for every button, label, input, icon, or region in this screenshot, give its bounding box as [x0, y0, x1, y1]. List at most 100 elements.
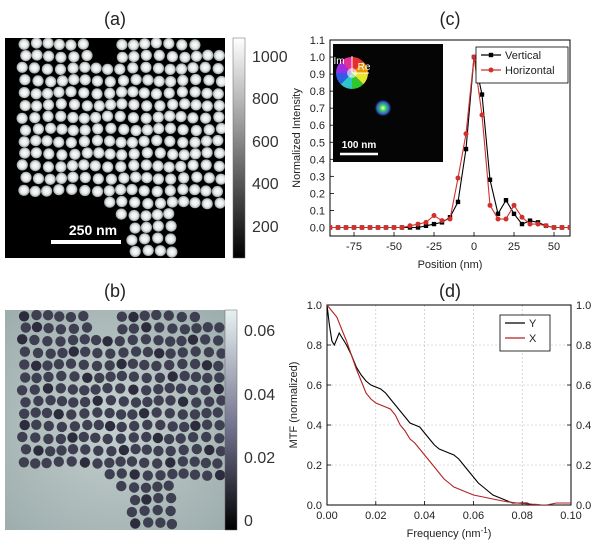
x-tick-label: -75: [346, 241, 362, 253]
nanoparticle: [177, 136, 189, 149]
nanoparticle: [41, 457, 52, 469]
nanoparticle: [151, 185, 163, 198]
panel-c-chart: -75 -50 -25 0 25 50 0.0 0.1 0.2 0.3 0.4 0.5 0.6 0.7 0.…: [291, 35, 571, 271]
color-wheel-icon: [336, 56, 369, 89]
nanoparticle: [93, 147, 105, 159]
nanoparticle: [30, 432, 41, 443]
nanoparticle: [151, 209, 163, 221]
nanoparticle: [164, 359, 175, 371]
nanoparticle: [78, 310, 89, 322]
nanoparticle: [213, 111, 225, 123]
nanoparticle: [91, 88, 103, 100]
x-axis-label-end: ): [488, 528, 492, 540]
nanoparticle: [166, 51, 178, 63]
nanoparticle: [153, 49, 165, 62]
nanoparticle: [214, 197, 225, 209]
nanoparticle: [175, 383, 187, 394]
nanoparticle: [214, 322, 225, 333]
nanoparticle: [116, 421, 127, 433]
colorbar-b-tick: 0.06: [244, 323, 275, 340]
nanoparticle: [53, 409, 64, 420]
y-right-tick-label: 1.0: [576, 300, 591, 312]
panel-a-colorbar: [232, 37, 246, 259]
nanoparticle: [178, 149, 190, 161]
nanoparticle: [175, 160, 187, 173]
nanoparticle: [129, 469, 140, 480]
data-point: [455, 199, 461, 205]
nanoparticle: [128, 371, 140, 382]
nanoparticle: [56, 75, 69, 87]
legend-label: X: [529, 333, 537, 345]
panel-b-colorbar-ticks: 0.06 0.04 0.02 0: [244, 323, 275, 530]
nanoparticle: [204, 444, 215, 456]
y-tick-label: 0.4: [307, 420, 322, 432]
nanoparticle: [142, 346, 154, 358]
data-point: [519, 214, 525, 220]
nanoparticle: [115, 161, 127, 173]
data-point: [431, 221, 437, 227]
nanoparticle: [55, 383, 66, 394]
data-point: [383, 224, 389, 230]
nanoparticle: [191, 323, 202, 334]
nanoparticle: [18, 184, 30, 196]
nanoparticle: [32, 173, 45, 185]
nanoparticle: [204, 396, 215, 407]
nanoparticle: [177, 396, 189, 407]
nanoparticle: [118, 172, 130, 184]
nanoparticle: [20, 372, 31, 383]
nanoparticle: [189, 456, 200, 467]
nanoparticle: [212, 88, 224, 100]
nanoparticle: [65, 358, 77, 369]
nanoparticle: [129, 196, 141, 208]
nanoparticle: [32, 75, 44, 87]
inset-bright-spot: [374, 99, 392, 117]
nanoparticle: [191, 171, 203, 183]
panel-c-inset: Im Re 100 nm: [333, 44, 443, 162]
nanoparticle: [190, 99, 202, 111]
nanoparticle: [152, 62, 165, 74]
nanoparticle: [140, 221, 152, 233]
nanoparticle: [19, 74, 31, 86]
nanoparticle: [117, 75, 130, 87]
nanoparticle: [116, 195, 128, 208]
nanoparticle: [102, 383, 113, 394]
nanoparticle: [191, 397, 202, 408]
nanoparticle: [105, 99, 117, 111]
colorbar-a-tick: 800: [252, 91, 279, 108]
nanoparticle: [19, 408, 30, 419]
nanoparticle: [129, 245, 141, 258]
nanoparticle: [202, 372, 213, 384]
nanoparticle: [187, 62, 199, 74]
y-tick-label: 0.8: [307, 340, 322, 352]
nanoparticle: [81, 49, 93, 62]
nanoparticle: [127, 86, 139, 98]
series-line: [327, 305, 571, 505]
nanoparticle: [128, 99, 140, 111]
nanoparticle: [212, 407, 223, 418]
nanoparticle: [32, 123, 45, 135]
data-point: [551, 224, 557, 230]
nanoparticle: [53, 456, 64, 467]
nanoparticle: [45, 122, 57, 134]
nanoparticle: [200, 385, 211, 396]
data-point: [463, 131, 469, 137]
nanoparticle: [102, 161, 114, 173]
nanoparticle: [154, 372, 166, 383]
nanoparticle: [31, 321, 43, 333]
data-point: [527, 218, 533, 223]
nanoparticle: [53, 86, 65, 98]
nanoparticle: [78, 359, 90, 370]
nanoparticle: [128, 323, 140, 334]
nanoparticle: [176, 86, 188, 98]
nanoparticle: [214, 433, 225, 444]
nanoparticle: [142, 244, 154, 256]
nanoparticle: [129, 420, 140, 432]
nanoparticle: [56, 396, 68, 407]
nanoparticle: [163, 310, 174, 321]
nanoparticle: [215, 446, 225, 457]
nanoparticle: [43, 433, 54, 445]
nanoparticle: [104, 360, 115, 371]
nanoparticle: [126, 506, 138, 518]
nanoparticle: [45, 446, 56, 457]
nanoparticle: [79, 184, 91, 197]
